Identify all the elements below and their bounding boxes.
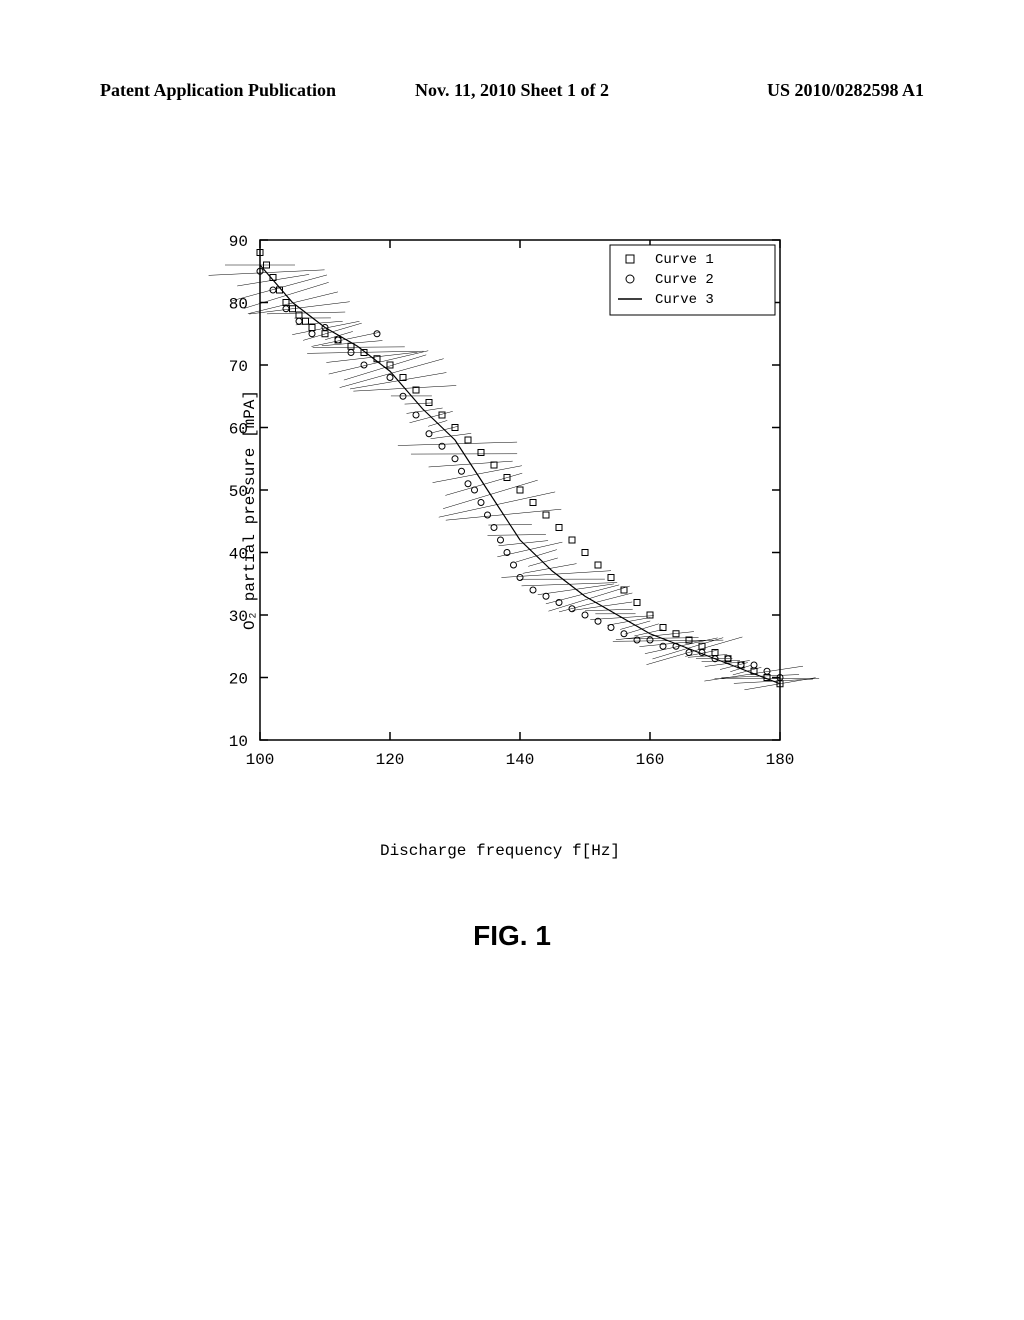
x-axis-label: Discharge frequency f[Hz]: [380, 842, 620, 860]
chart-svg: 100120140160180102030405060708090Curve 1…: [180, 220, 820, 800]
svg-text:Curve 2: Curve 2: [655, 272, 714, 288]
svg-text:Curve 3: Curve 3: [655, 292, 714, 308]
page-header: Patent Application Publication Nov. 11, …: [0, 0, 1024, 101]
header-patent-number: US 2010/0282598 A1: [649, 80, 924, 101]
svg-text:Curve 1: Curve 1: [655, 252, 714, 268]
svg-text:70: 70: [229, 358, 248, 376]
svg-text:160: 160: [636, 751, 665, 769]
chart-area: O₂ partial pressure [mPA] 100 120 140 160 18…: [180, 220, 820, 800]
svg-text:140: 140: [506, 751, 535, 769]
svg-text:80: 80: [229, 296, 248, 314]
svg-text:10: 10: [229, 733, 248, 751]
svg-text:100: 100: [246, 751, 275, 769]
svg-text:180: 180: [766, 751, 795, 769]
y-axis-label: O₂ partial pressure [mPA]: [241, 390, 259, 630]
svg-text:90: 90: [229, 233, 248, 251]
svg-text:120: 120: [376, 751, 405, 769]
figure-label: FIG. 1: [473, 920, 551, 952]
header-publication: Patent Application Publication: [100, 80, 375, 101]
svg-text:20: 20: [229, 671, 248, 689]
header-date-sheet: Nov. 11, 2010 Sheet 1 of 2: [375, 80, 650, 101]
